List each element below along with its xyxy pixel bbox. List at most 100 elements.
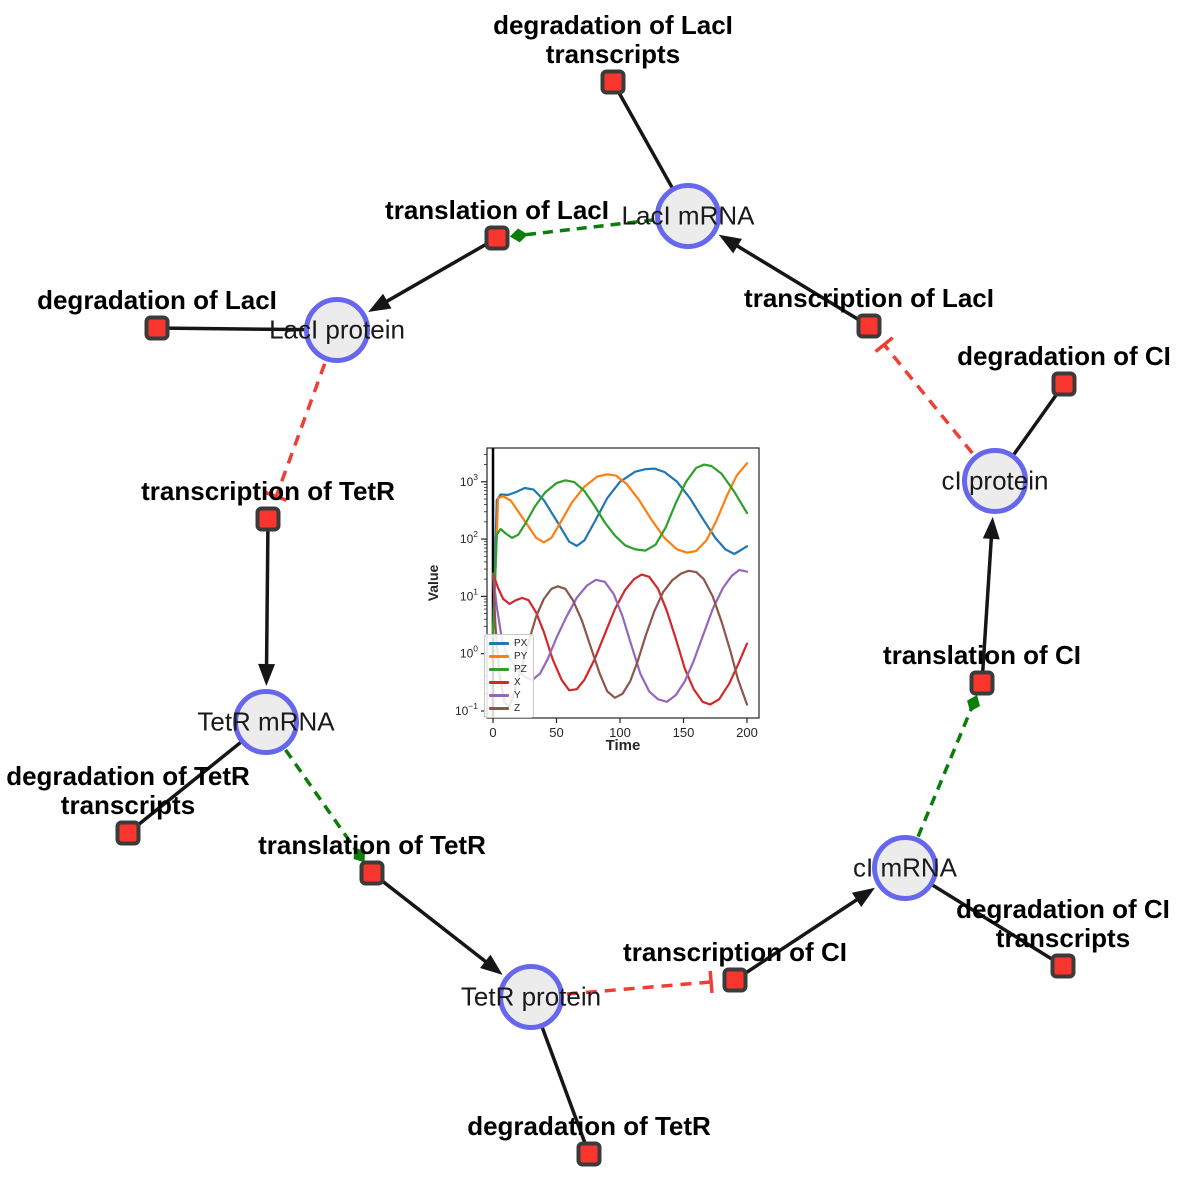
legend-line-icon [489, 668, 509, 671]
legend-line-icon [489, 642, 509, 645]
species-label-ci_mrna: cI mRNA [853, 852, 957, 883]
reaction-node-deg_laci_tx [600, 69, 626, 95]
species-node-tetr_mrna [233, 689, 299, 755]
y-tick-label: 10−1 [455, 701, 478, 718]
reaction-label-transl_tetr: translation of TetR [258, 830, 486, 860]
legend-label: PY [514, 651, 528, 662]
edge-modifier [523, 218, 655, 237]
arrowhead-icon [718, 234, 742, 254]
reaction-label-txn_ci: transcription of CI [623, 937, 847, 967]
legend-entry-Z: Z [489, 703, 527, 714]
species-node-tetr_protein [498, 964, 564, 1030]
chart-x-axis-title: Time [605, 737, 641, 754]
legend-label: PX [514, 638, 528, 649]
species-label-laci_mrna: LacI mRNA [621, 200, 755, 231]
edge-production [731, 241, 862, 323]
x-tick-label: 150 [673, 725, 695, 740]
arrowhead-icon [851, 887, 875, 908]
series-line-X [491, 572, 749, 706]
y-tick-label: 102 [460, 529, 478, 546]
arrowhead-icon [368, 293, 392, 313]
diamond-arrowhead-icon [509, 228, 528, 243]
reaction-label-txn_laci: transcription of LacI [744, 283, 994, 313]
reaction-node-deg_tetr_tx [115, 820, 141, 846]
diamond-arrowhead-icon [353, 847, 366, 863]
edge-consumption [1010, 389, 1061, 458]
species-label-tetr_mrna: TetR mRNA [197, 706, 335, 737]
reaction-node-deg_ci [1051, 371, 1077, 397]
species-node-ci_protein [962, 448, 1028, 514]
edge-consumption [929, 882, 1058, 964]
edge-consumption [615, 88, 675, 191]
species-node-laci_mrna [655, 183, 721, 249]
edge-inhibition [274, 363, 327, 498]
reaction-node-txn_tetr [255, 506, 281, 532]
reaction-node-deg_tetr [576, 1141, 602, 1167]
legend-label: Y [514, 690, 521, 701]
reaction-node-transl_ci [969, 670, 995, 696]
legend-label: PZ [514, 664, 527, 675]
edge-consumption [133, 739, 244, 830]
inhibition-tee-icon [874, 336, 894, 353]
legend-line-icon [489, 707, 509, 710]
arrowhead-icon [258, 663, 276, 687]
reaction-label-deg_tetr: degradation of TetR [467, 1111, 711, 1141]
legend-label: Z [514, 703, 521, 714]
edge-production [381, 241, 490, 306]
legend-line-icon [489, 681, 509, 684]
edge-production [980, 532, 994, 674]
series-line-PX [491, 467, 749, 638]
legend-entry-Y: Y [489, 690, 527, 701]
reaction-label-transl_laci: translation of LacI [385, 195, 609, 225]
edge-inhibition [882, 343, 974, 455]
reaction-node-transl_laci [484, 225, 510, 251]
legend-label: X [514, 677, 521, 688]
legend-entry-PX: PX [489, 638, 527, 649]
arrowhead-icon [982, 516, 1000, 540]
inhibition-tee-icon [708, 970, 714, 994]
reaction-label-deg_ci_tx: degradation of CI transcripts [956, 894, 1170, 953]
x-tick-label: 0 [489, 725, 496, 740]
chart-plot-area: 0 50 100 150 200 10−1 100 101 102 103 [455, 447, 760, 740]
edge-modifier [284, 748, 358, 852]
species-node-laci_protein [304, 297, 370, 363]
diamond-arrowhead-icon [967, 695, 981, 712]
species-label-laci_protein: LacI protein [269, 314, 405, 345]
species-label-ci_protein: cI protein [941, 465, 1049, 496]
edge-production [378, 877, 492, 967]
arrowhead-icon [480, 954, 503, 975]
chart-y-axis-title: Value [425, 564, 441, 602]
edge-production [264, 528, 270, 671]
legend-line-icon [489, 694, 509, 697]
inhibition-tee-icon [265, 491, 288, 502]
y-tick-label: 101 [460, 586, 478, 603]
edge-consumption [164, 326, 308, 332]
edge-modifier [916, 707, 974, 838]
reaction-label-deg_laci_tx: degradation of LacI transcripts [493, 10, 733, 69]
legend-line-icon [489, 655, 509, 658]
edge-inhibition [566, 980, 712, 996]
y-tick-label: 100 [460, 644, 478, 661]
reaction-label-txn_tetr: transcription of TetR [141, 476, 395, 506]
x-tick-label: 100 [609, 725, 631, 740]
edge-consumption [539, 1024, 588, 1148]
legend-entry-X: X [489, 677, 527, 688]
y-tick-label: 103 [460, 472, 478, 489]
x-tick-label: 200 [736, 725, 758, 740]
legend-entry-PZ: PZ [489, 664, 527, 675]
reaction-node-txn_ci [722, 967, 748, 993]
reaction-node-deg_ci_tx [1050, 953, 1076, 979]
legend-entry-PY: PY [489, 651, 527, 662]
reaction-node-txn_laci [856, 313, 882, 339]
reaction-label-deg_laci: degradation of LacI [37, 285, 277, 315]
edge-production [742, 895, 863, 976]
reaction-node-transl_tetr [359, 860, 385, 886]
x-tick-label: 50 [549, 725, 563, 740]
reaction-label-deg_tetr_tx: degradation of TetR transcripts [6, 761, 250, 820]
chart-legend: PX PY PZ X Y Z [484, 634, 535, 718]
series-line-PZ [491, 463, 749, 638]
species-node-ci_mrna [872, 835, 938, 901]
inset-chart: 0 50 100 150 200 10−1 100 101 102 103 Time Value … [420, 425, 780, 765]
